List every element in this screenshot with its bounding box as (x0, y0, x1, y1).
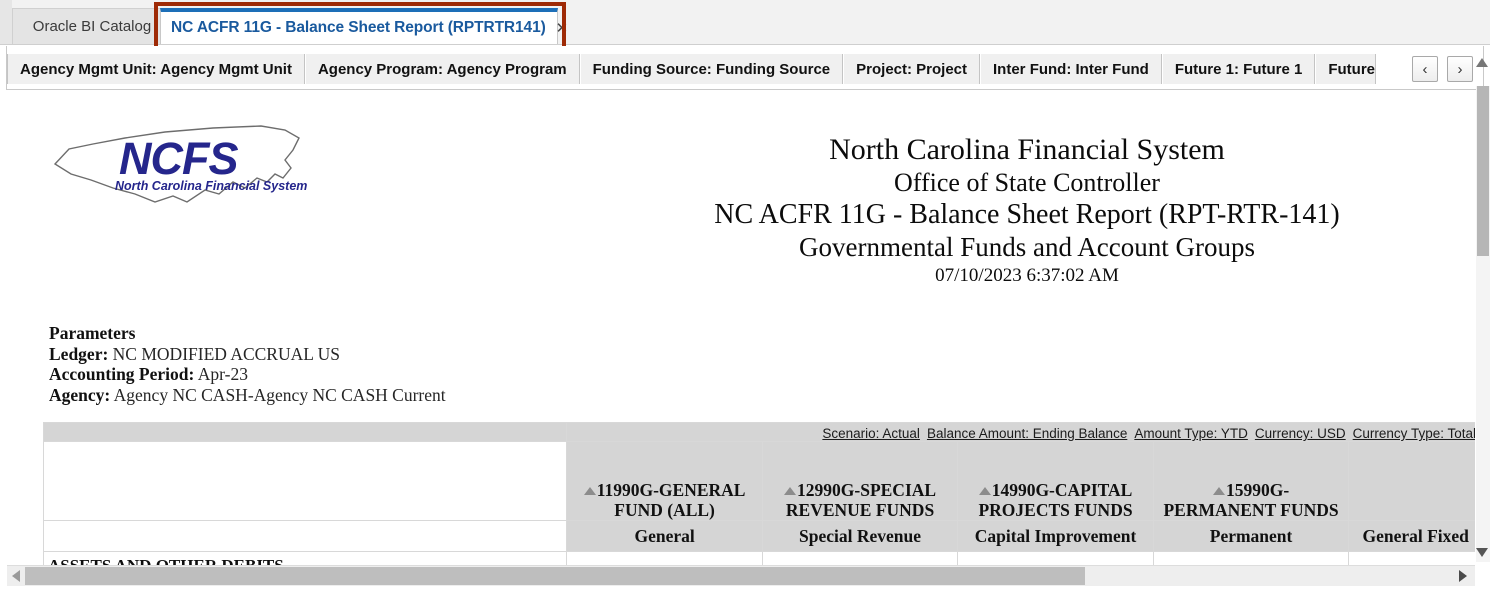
column-header-text: 12990G-SPECIAL REVENUE FUNDS (763, 477, 957, 520)
section-header-cell: ASSETS AND OTHER DEBITS (42, 551, 568, 565)
horizontal-scrollbar-thumb[interactable] (25, 567, 1085, 585)
subheader-text: Special Revenue (799, 526, 922, 546)
ncfs-logo-graphic: NCFS North Carolina Financial System (53, 125, 307, 203)
parameter-label: Ledger: (49, 343, 109, 364)
browser-tab-strip: Oracle BI Catalog NC ACFR 11G - Balance … (0, 0, 1490, 50)
balance-sheet-table-wrapper: Scenario: Actual Balance Amount: Ending … (42, 422, 1475, 565)
report-parameters: Parameters Ledger: NC MODIFIED ACCRUAL U… (49, 323, 446, 405)
parameter-label: Accounting Period: (49, 364, 195, 384)
svg-text:NCFS: NCFS (119, 133, 238, 184)
scroll-right-icon[interactable] (1459, 570, 1467, 582)
parameter-value: Apr-23 (197, 364, 248, 384)
parameter-agency: Agency: Agency NC CASH-Agency NC CASH Cu… (49, 385, 446, 406)
parameter-label: Agency: (49, 384, 111, 405)
column-header-text: 11990G-GENERAL FUND (ALL) (567, 477, 761, 520)
prompt-project[interactable]: Project: Project (843, 54, 981, 84)
table-column-header-row: 11990G-GENERAL FUND (ALL) 12990G-SPECIAL… (42, 441, 1475, 521)
column-header-general-fund[interactable]: 11990G-GENERAL FUND (ALL) (566, 441, 763, 521)
table-subheader-row: General Special Revenue Capital Improvem… (42, 520, 1475, 552)
svg-text:North Carolina Financial Syste: North Carolina Financial System (115, 179, 307, 193)
subheader-corner-cell (42, 520, 568, 552)
subheader-general: General (566, 520, 763, 552)
column-code: 15990G-PERMANENT FUNDS (1163, 480, 1339, 520)
vertical-scrollbar[interactable] (1476, 86, 1490, 562)
sort-ascending-icon[interactable] (1212, 487, 1225, 495)
column-header-special-revenue-funds[interactable]: 12990G-SPECIAL REVENUE FUNDS (761, 441, 959, 521)
parameter-value: NC MODIFIED ACCRUAL US (112, 343, 341, 364)
cell-general-fixed (1348, 551, 1475, 565)
meta-currency: Currency: USD (1254, 426, 1346, 441)
report-timestamp: 07/10/2023 6:37:02 AM (935, 265, 1119, 286)
column-code: 11990G-GENERAL FUND (ALL) (596, 480, 746, 520)
scroll-up-icon[interactable] (1476, 58, 1488, 67)
subheader-text: General Fixed (1362, 526, 1469, 546)
section-title: ASSETS AND OTHER DEBITS (44, 556, 566, 565)
table-row: ASSETS AND OTHER DEBITS (42, 551, 1475, 565)
scroll-down-icon[interactable] (1476, 548, 1488, 557)
meta-amount-type: Amount Type: YTD (1134, 426, 1248, 441)
column-code: 12990G-SPECIAL REVENUE FUNDS (785, 480, 937, 520)
parameter-accounting-period: Accounting Period: Apr-23 (49, 364, 446, 385)
meta-balance-amount: Balance Amount: Ending Balance (926, 426, 1128, 441)
report-title: NC ACFR 11G - Balance Sheet Report (RPT-… (714, 199, 1340, 230)
prompt-agency-mgmt-unit[interactable]: Agency Mgmt Unit: Agency Mgmt Unit (7, 54, 305, 84)
cell-permanent (1152, 551, 1350, 565)
table-meta-row: Scenario: Actual Balance Amount: Ending … (42, 422, 1475, 442)
close-icon[interactable]: ✕ (555, 19, 569, 37)
meta-label-strip: Scenario: Actual Balance Amount: Ending … (567, 426, 1475, 441)
subheader-special-revenue: Special Revenue (761, 520, 959, 552)
subheader-permanent: Permanent (1152, 520, 1350, 552)
report-title-block: North Carolina Financial System Office o… (607, 133, 1447, 288)
prompt-scroll-next-button[interactable]: › (1447, 56, 1473, 82)
parameter-value: Agency NC CASH-Agency NC CASH Current (113, 384, 446, 405)
cell-capital-improvement (957, 551, 1154, 565)
prompt-scroll-prev-button[interactable]: ‹ (1412, 56, 1438, 82)
meta-scenario: Scenario: Actual (822, 426, 920, 441)
column-header-permanent-funds[interactable]: 15990G-PERMANENT FUNDS (1152, 441, 1350, 521)
column-header-text: 15990G-PERMANENT FUNDS (1154, 477, 1349, 520)
report-canvas: NCFS North Carolina Financial System Nor… (7, 91, 1475, 565)
cell-general (566, 551, 763, 565)
tab-oracle-bi-catalog[interactable]: Oracle BI Catalog (12, 8, 172, 44)
meta-labels-cell: Scenario: Actual Balance Amount: Ending … (566, 422, 1475, 442)
prompt-agency-program[interactable]: Agency Program: Agency Program (304, 54, 580, 84)
report-org-name: North Carolina Financial System (829, 133, 1225, 166)
row-header-corner-cell (42, 441, 568, 521)
prompt-future-2[interactable]: Future (1315, 54, 1377, 84)
tab-label: Oracle BI Catalog (32, 18, 152, 35)
scroll-left-icon[interactable] (12, 570, 20, 582)
column-code: 14990G-CAPITAL PROJECTS FUNDS (978, 480, 1133, 520)
column-header-text: 14990G-CAPITAL PROJECTS FUNDS (958, 477, 1153, 520)
horizontal-scrollbar[interactable] (7, 565, 1475, 586)
sort-ascending-icon[interactable] (583, 487, 596, 495)
meta-spacer-cell (42, 422, 568, 442)
subheader-text: General (634, 526, 695, 546)
prompt-inter-fund[interactable]: Inter Fund: Inter Fund (980, 54, 1162, 84)
sort-ascending-icon[interactable] (978, 487, 991, 495)
subheader-text: Permanent (1209, 526, 1293, 546)
parameters-heading: Parameters (49, 323, 136, 343)
prompt-future-1[interactable]: Future 1: Future 1 (1161, 54, 1316, 84)
prompt-funding-source[interactable]: Funding Source: Funding Source (579, 54, 844, 84)
report-subtitle: Governmental Funds and Account Groups (799, 232, 1255, 262)
subheader-general-fixed: General Fixed (1348, 520, 1475, 552)
tab-balance-sheet-report[interactable]: NC ACFR 11G - Balance Sheet Report (RPTR… (160, 8, 568, 44)
ncfs-logo: NCFS North Carolina Financial System (47, 116, 312, 221)
cell-special-revenue (761, 551, 959, 565)
balance-sheet-table: Scenario: Actual Balance Amount: Ending … (42, 422, 1475, 565)
tab-strip-left-edge (0, 0, 12, 44)
subheader-capital-improvement: Capital Improvement (957, 520, 1154, 552)
column-header-capital-projects-funds[interactable]: 14990G-CAPITAL PROJECTS FUNDS (957, 441, 1154, 521)
tab-label: NC ACFR 11G - Balance Sheet Report (RPTR… (171, 19, 546, 36)
prompt-filter-bar: Agency Mgmt Unit: Agency Mgmt Unit Agenc… (7, 54, 1407, 84)
vertical-scrollbar-thumb[interactable] (1477, 86, 1489, 256)
sort-ascending-icon[interactable] (784, 487, 797, 495)
parameter-ledger: Ledger: NC MODIFIED ACCRUAL US (49, 344, 446, 365)
meta-currency-type: Currency Type: Total (1352, 426, 1475, 441)
report-office-name: Office of State Controller (894, 168, 1160, 197)
column-header-general-fixed[interactable] (1348, 441, 1475, 521)
subheader-text: Capital Improvement (974, 526, 1137, 546)
